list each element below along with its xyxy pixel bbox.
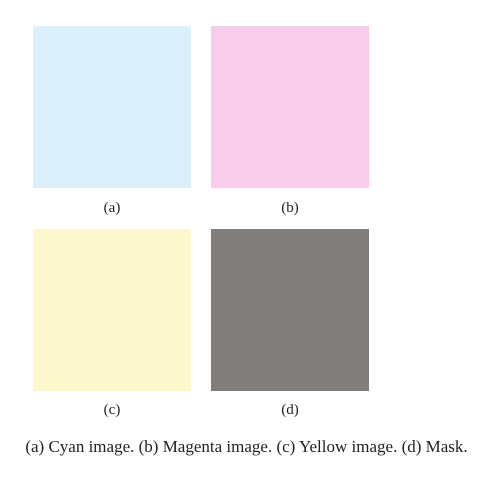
figure-caption: (a) Cyan image. (b) Magenta image. (c) Y…: [25, 437, 468, 456]
panel-label-a: (a): [103, 200, 121, 216]
magenta-image-panel: [211, 26, 369, 188]
panel-label-c: (c): [103, 402, 121, 418]
panel-label-b: (b): [281, 200, 299, 216]
yellow-image-panel: [33, 229, 191, 391]
panel-label-d: (d): [281, 402, 299, 418]
mask-image-panel: [211, 229, 369, 391]
cyan-image-panel: [33, 26, 191, 188]
